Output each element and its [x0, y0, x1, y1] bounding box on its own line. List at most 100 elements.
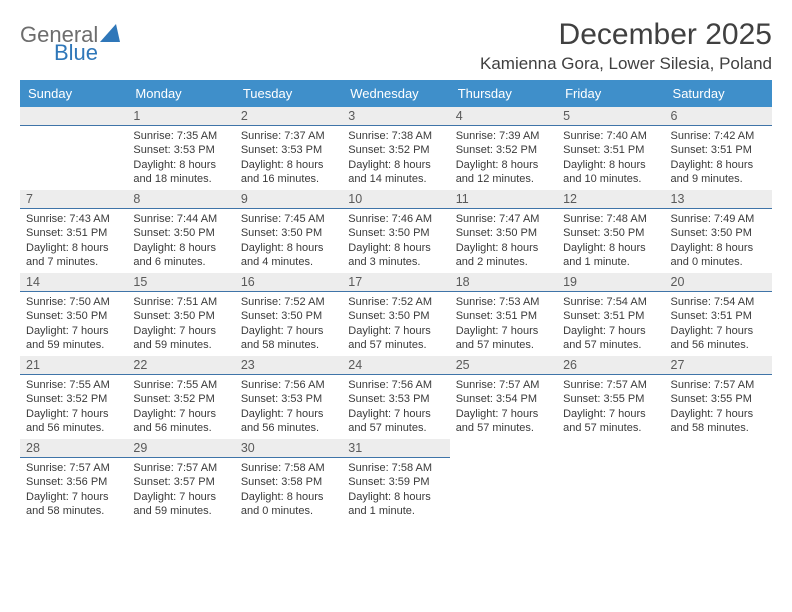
day-info: Sunrise: 7:52 AMSunset: 3:50 PMDaylight:…	[342, 292, 449, 354]
day-number: 8	[127, 190, 234, 209]
day-number: 27	[665, 356, 772, 375]
sunset-text: Sunset: 3:53 PM	[133, 143, 228, 157]
day-number: 30	[235, 439, 342, 458]
sunset-text: Sunset: 3:50 PM	[241, 309, 336, 323]
sunrise-text: Sunrise: 7:50 AM	[26, 295, 121, 309]
day-number: 31	[342, 439, 449, 458]
sunrise-text: Sunrise: 7:57 AM	[26, 461, 121, 475]
day-number: 21	[20, 356, 127, 375]
calendar-cell: 10Sunrise: 7:46 AMSunset: 3:50 PMDayligh…	[342, 190, 449, 273]
sunset-text: Sunset: 3:51 PM	[563, 143, 658, 157]
sunrise-text: Sunrise: 7:56 AM	[241, 378, 336, 392]
calendar-week-row: 1Sunrise: 7:35 AMSunset: 3:53 PMDaylight…	[20, 107, 772, 190]
day-info: Sunrise: 7:50 AMSunset: 3:50 PMDaylight:…	[20, 292, 127, 354]
sunset-text: Sunset: 3:59 PM	[348, 475, 443, 489]
day-info: Sunrise: 7:58 AMSunset: 3:58 PMDaylight:…	[235, 458, 342, 520]
sunset-text: Sunset: 3:50 PM	[348, 226, 443, 240]
day-number: 24	[342, 356, 449, 375]
calendar-cell: 1Sunrise: 7:35 AMSunset: 3:53 PMDaylight…	[127, 107, 234, 190]
day-number: 17	[342, 273, 449, 292]
day-info: Sunrise: 7:46 AMSunset: 3:50 PMDaylight:…	[342, 209, 449, 271]
sunrise-text: Sunrise: 7:57 AM	[456, 378, 551, 392]
sunset-text: Sunset: 3:50 PM	[456, 226, 551, 240]
day-number: 4	[450, 107, 557, 126]
calendar-cell: 12Sunrise: 7:48 AMSunset: 3:50 PMDayligh…	[557, 190, 664, 273]
calendar-cell: 21Sunrise: 7:55 AMSunset: 3:52 PMDayligh…	[20, 356, 127, 439]
calendar-week-row: 14Sunrise: 7:50 AMSunset: 3:50 PMDayligh…	[20, 273, 772, 356]
sunset-text: Sunset: 3:53 PM	[241, 392, 336, 406]
day-number: 3	[342, 107, 449, 126]
day-info: Sunrise: 7:57 AMSunset: 3:57 PMDaylight:…	[127, 458, 234, 520]
day-info: Sunrise: 7:52 AMSunset: 3:50 PMDaylight:…	[235, 292, 342, 354]
day-info: Sunrise: 7:57 AMSunset: 3:55 PMDaylight:…	[557, 375, 664, 437]
sunset-text: Sunset: 3:50 PM	[133, 226, 228, 240]
day-info: Sunrise: 7:43 AMSunset: 3:51 PMDaylight:…	[20, 209, 127, 271]
day-info: Sunrise: 7:55 AMSunset: 3:52 PMDaylight:…	[127, 375, 234, 437]
daylight-text: Daylight: 8 hours and 3 minutes.	[348, 241, 443, 270]
calendar-cell: 23Sunrise: 7:56 AMSunset: 3:53 PMDayligh…	[235, 356, 342, 439]
day-number: 20	[665, 273, 772, 292]
daylight-text: Daylight: 8 hours and 0 minutes.	[241, 490, 336, 519]
sunrise-text: Sunrise: 7:52 AM	[348, 295, 443, 309]
daylight-text: Daylight: 8 hours and 18 minutes.	[133, 158, 228, 187]
calendar-week-row: 21Sunrise: 7:55 AMSunset: 3:52 PMDayligh…	[20, 356, 772, 439]
weekday-header: Monday	[127, 80, 234, 107]
day-info: Sunrise: 7:58 AMSunset: 3:59 PMDaylight:…	[342, 458, 449, 520]
page: General Blue December 2025 Kamienna Gora…	[0, 0, 792, 522]
sunrise-text: Sunrise: 7:57 AM	[671, 378, 766, 392]
daylight-text: Daylight: 8 hours and 16 minutes.	[241, 158, 336, 187]
calendar-cell: 3Sunrise: 7:38 AMSunset: 3:52 PMDaylight…	[342, 107, 449, 190]
day-info: Sunrise: 7:57 AMSunset: 3:56 PMDaylight:…	[20, 458, 127, 520]
sunrise-text: Sunrise: 7:55 AM	[26, 378, 121, 392]
calendar-table: Sunday Monday Tuesday Wednesday Thursday…	[20, 80, 772, 522]
location-label: Kamienna Gora, Lower Silesia, Poland	[480, 54, 772, 74]
calendar-cell	[665, 439, 772, 522]
daylight-text: Daylight: 7 hours and 56 minutes.	[241, 407, 336, 436]
calendar-cell: 8Sunrise: 7:44 AMSunset: 3:50 PMDaylight…	[127, 190, 234, 273]
daylight-text: Daylight: 8 hours and 9 minutes.	[671, 158, 766, 187]
daylight-text: Daylight: 8 hours and 4 minutes.	[241, 241, 336, 270]
day-number: 2	[235, 107, 342, 126]
daylight-text: Daylight: 7 hours and 57 minutes.	[563, 324, 658, 353]
day-info: Sunrise: 7:53 AMSunset: 3:51 PMDaylight:…	[450, 292, 557, 354]
calendar-cell: 11Sunrise: 7:47 AMSunset: 3:50 PMDayligh…	[450, 190, 557, 273]
daylight-text: Daylight: 7 hours and 59 minutes.	[26, 324, 121, 353]
calendar-cell: 20Sunrise: 7:54 AMSunset: 3:51 PMDayligh…	[665, 273, 772, 356]
sunset-text: Sunset: 3:52 PM	[133, 392, 228, 406]
sunset-text: Sunset: 3:50 PM	[348, 309, 443, 323]
sunrise-text: Sunrise: 7:47 AM	[456, 212, 551, 226]
weekday-header-row: Sunday Monday Tuesday Wednesday Thursday…	[20, 80, 772, 107]
day-number: 25	[450, 356, 557, 375]
sunrise-text: Sunrise: 7:39 AM	[456, 129, 551, 143]
daylight-text: Daylight: 7 hours and 57 minutes.	[563, 407, 658, 436]
sunset-text: Sunset: 3:51 PM	[26, 226, 121, 240]
day-info: Sunrise: 7:57 AMSunset: 3:54 PMDaylight:…	[450, 375, 557, 437]
calendar-cell: 13Sunrise: 7:49 AMSunset: 3:50 PMDayligh…	[665, 190, 772, 273]
day-info: Sunrise: 7:56 AMSunset: 3:53 PMDaylight:…	[342, 375, 449, 437]
sunset-text: Sunset: 3:50 PM	[241, 226, 336, 240]
weekday-header: Sunday	[20, 80, 127, 107]
daylight-text: Daylight: 8 hours and 12 minutes.	[456, 158, 551, 187]
month-title: December 2025	[480, 18, 772, 52]
calendar-cell: 15Sunrise: 7:51 AMSunset: 3:50 PMDayligh…	[127, 273, 234, 356]
day-info: Sunrise: 7:55 AMSunset: 3:52 PMDaylight:…	[20, 375, 127, 437]
sunset-text: Sunset: 3:55 PM	[563, 392, 658, 406]
sunset-text: Sunset: 3:56 PM	[26, 475, 121, 489]
sunset-text: Sunset: 3:57 PM	[133, 475, 228, 489]
sunrise-text: Sunrise: 7:49 AM	[671, 212, 766, 226]
header: General Blue December 2025 Kamienna Gora…	[20, 18, 772, 74]
day-info: Sunrise: 7:49 AMSunset: 3:50 PMDaylight:…	[665, 209, 772, 271]
sunset-text: Sunset: 3:55 PM	[671, 392, 766, 406]
day-info: Sunrise: 7:42 AMSunset: 3:51 PMDaylight:…	[665, 126, 772, 188]
calendar-cell: 24Sunrise: 7:56 AMSunset: 3:53 PMDayligh…	[342, 356, 449, 439]
day-number: 9	[235, 190, 342, 209]
day-number: 10	[342, 190, 449, 209]
calendar-cell: 19Sunrise: 7:54 AMSunset: 3:51 PMDayligh…	[557, 273, 664, 356]
day-info: Sunrise: 7:51 AMSunset: 3:50 PMDaylight:…	[127, 292, 234, 354]
daylight-text: Daylight: 7 hours and 58 minutes.	[26, 490, 121, 519]
calendar-cell: 2Sunrise: 7:37 AMSunset: 3:53 PMDaylight…	[235, 107, 342, 190]
day-info: Sunrise: 7:56 AMSunset: 3:53 PMDaylight:…	[235, 375, 342, 437]
sunrise-text: Sunrise: 7:57 AM	[133, 461, 228, 475]
daylight-text: Daylight: 8 hours and 7 minutes.	[26, 241, 121, 270]
sunset-text: Sunset: 3:50 PM	[26, 309, 121, 323]
